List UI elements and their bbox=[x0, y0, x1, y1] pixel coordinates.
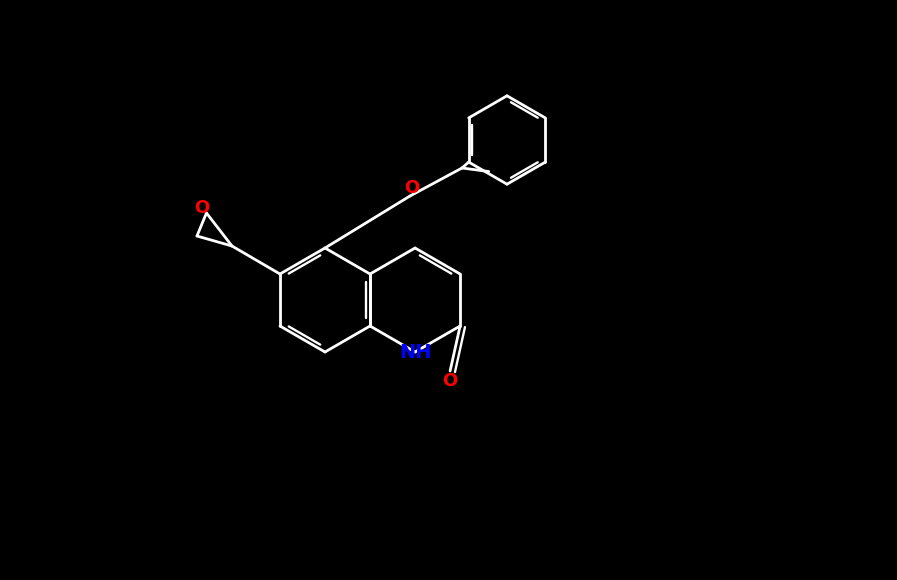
Text: O: O bbox=[442, 372, 457, 390]
Text: O: O bbox=[405, 179, 420, 197]
Text: NH: NH bbox=[399, 343, 431, 361]
Text: O: O bbox=[194, 199, 209, 217]
